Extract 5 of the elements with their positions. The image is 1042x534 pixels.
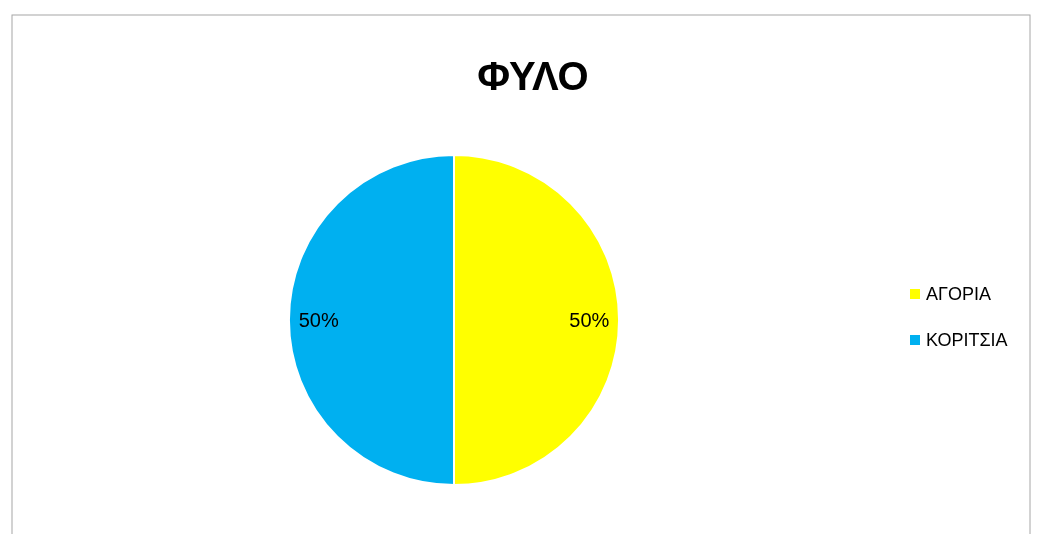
chart-title: ΦΥΛΟ [477,54,589,98]
data-label: 50% [569,309,610,331]
legend-label: ΑΓΟΡΙΑ [926,284,991,304]
legend-label: ΚΟΡΙΤΣΙΑ [926,330,1008,350]
data-label: 50% [298,309,339,331]
